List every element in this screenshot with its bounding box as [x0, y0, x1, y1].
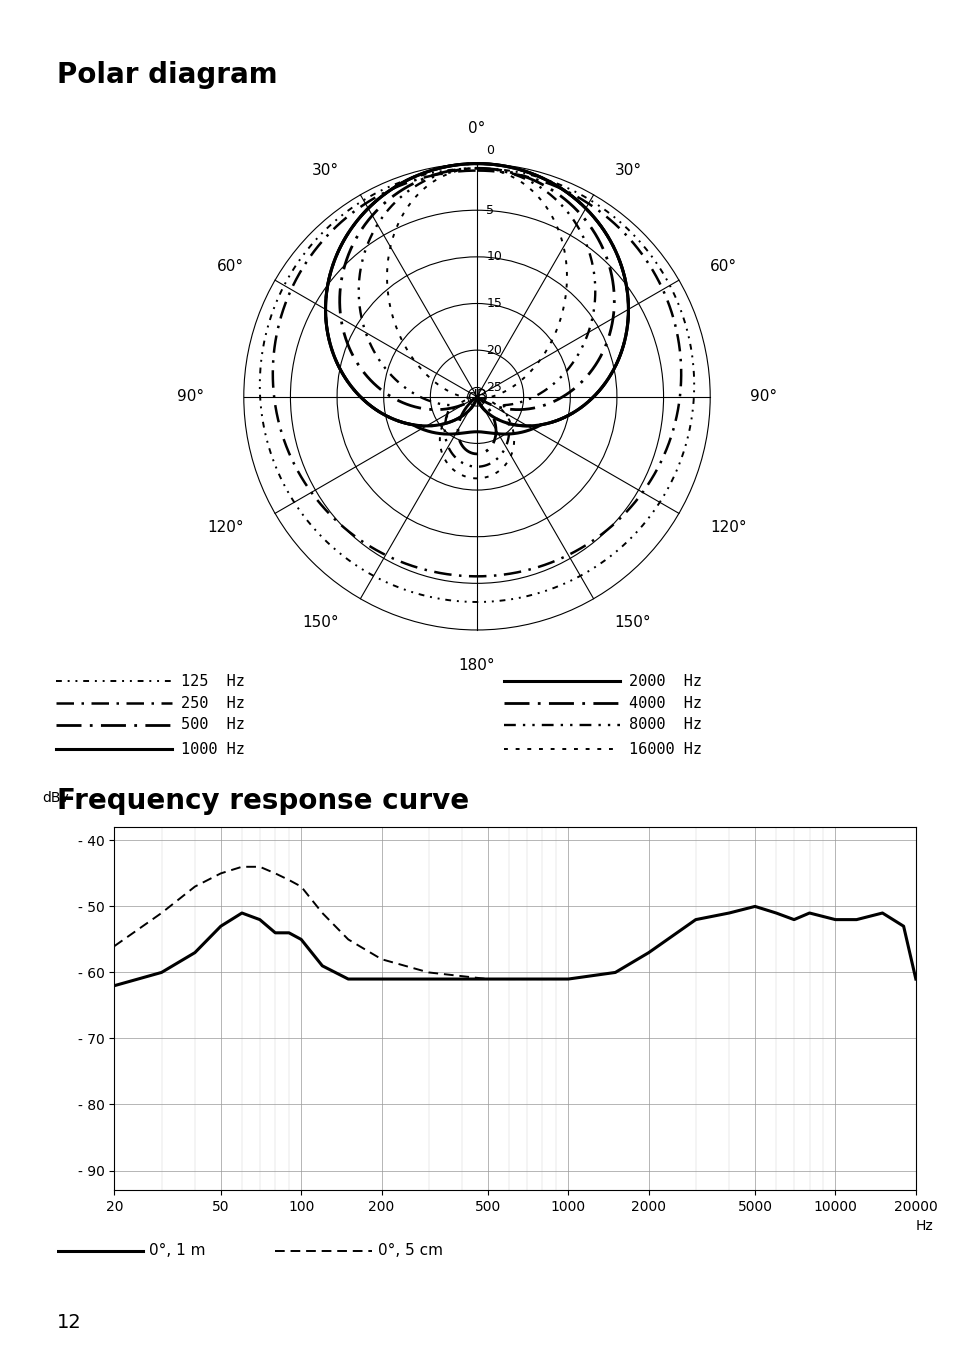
Text: Polar diagram: Polar diagram	[57, 61, 277, 89]
Text: 4000  Hz: 4000 Hz	[629, 695, 701, 710]
Text: Hz: Hz	[915, 1220, 933, 1233]
Text: 0: 0	[486, 144, 494, 156]
Text: 125  Hz: 125 Hz	[181, 674, 245, 689]
Text: 90°: 90°	[749, 389, 776, 405]
Text: 500  Hz: 500 Hz	[181, 717, 245, 733]
Text: 150°: 150°	[302, 616, 339, 631]
Text: 25: 25	[486, 381, 501, 394]
Text: 120°: 120°	[709, 521, 746, 535]
Text: 30°: 30°	[312, 163, 339, 178]
Text: 180°: 180°	[458, 658, 495, 672]
Text: 0°: 0°	[468, 121, 485, 136]
Text: 5: 5	[486, 203, 494, 217]
Text: 2000  Hz: 2000 Hz	[629, 674, 701, 689]
Text: 0°, 5 cm: 0°, 5 cm	[377, 1243, 442, 1259]
Text: dB: dB	[466, 389, 487, 405]
Text: 150°: 150°	[614, 616, 651, 631]
Text: 20: 20	[486, 343, 501, 356]
Text: dBv: dBv	[42, 791, 69, 806]
Text: Frequency response curve: Frequency response curve	[57, 787, 469, 815]
Text: 8000  Hz: 8000 Hz	[629, 717, 701, 733]
Text: 90°: 90°	[177, 389, 204, 405]
Text: 12: 12	[57, 1313, 82, 1332]
Text: 60°: 60°	[216, 258, 244, 273]
Text: 60°: 60°	[709, 258, 737, 273]
Text: 0°, 1 m: 0°, 1 m	[149, 1243, 205, 1259]
Text: 30°: 30°	[614, 163, 641, 178]
Text: 16000 Hz: 16000 Hz	[629, 742, 701, 757]
Text: 15: 15	[486, 297, 501, 309]
Text: 250  Hz: 250 Hz	[181, 695, 245, 710]
Text: 120°: 120°	[207, 521, 244, 535]
Text: 1000 Hz: 1000 Hz	[181, 742, 245, 757]
Text: 10: 10	[486, 250, 501, 264]
